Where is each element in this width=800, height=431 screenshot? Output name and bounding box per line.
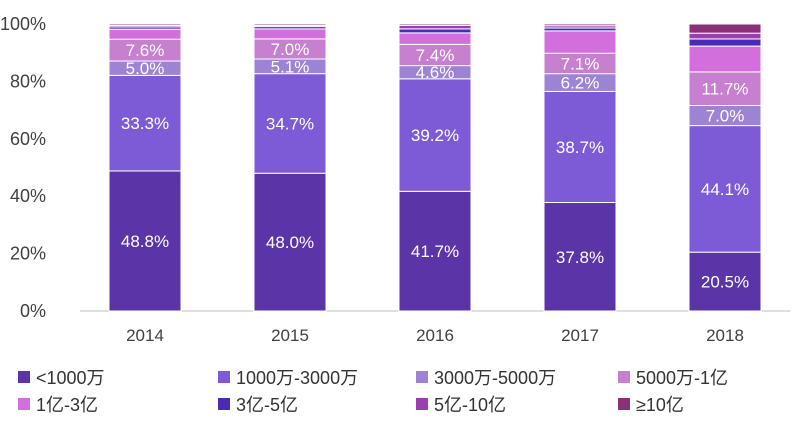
data-label: 37.8%	[556, 248, 604, 267]
data-label: 39.2%	[411, 126, 459, 145]
legend-label: 1000万-3000万	[236, 368, 359, 388]
legend-label: 5亿-10亿	[434, 395, 507, 415]
bar-segment	[253, 23, 327, 26]
bar-segment	[108, 23, 182, 26]
legend-item: ≥10亿	[618, 391, 684, 417]
data-label: 48.8%	[121, 232, 169, 251]
legend-item: 3亿-5亿	[218, 391, 298, 417]
legend-swatch	[18, 371, 30, 383]
legend-swatch	[416, 371, 428, 383]
y-tick-label: 40%	[10, 186, 46, 206]
x-tick-label: 2017	[561, 326, 599, 345]
legend-label: 3亿-5亿	[236, 395, 299, 415]
bar-segment	[543, 23, 617, 27]
bar-segment	[398, 78, 472, 192]
data-label: 48.0%	[266, 233, 314, 252]
data-label: 38.7%	[556, 138, 604, 157]
legend-item: <1000万	[18, 364, 105, 390]
y-tick-label: 20%	[10, 244, 46, 264]
legend-swatch	[18, 398, 30, 410]
data-label: 7.0%	[271, 40, 310, 59]
bar-segment	[688, 125, 762, 253]
data-label: 5.0%	[126, 59, 165, 78]
data-label: 33.3%	[121, 114, 169, 133]
bar-segment	[543, 90, 617, 204]
bar-segment	[253, 73, 327, 174]
data-label: 7.6%	[126, 41, 165, 60]
bar-segment	[543, 30, 617, 54]
legend-swatch	[416, 398, 428, 410]
x-tick-label: 2016	[416, 326, 454, 345]
bar-segment	[688, 32, 762, 40]
legend-item: 3000万-5000万	[416, 364, 556, 390]
bar-segment	[398, 190, 472, 312]
legend-label: 3000万-5000万	[434, 368, 557, 388]
bar-segment	[253, 28, 327, 40]
bar-segment	[398, 28, 472, 34]
y-tick-label: 0%	[20, 301, 46, 321]
bar-segment	[398, 24, 472, 30]
bar-segment	[543, 202, 617, 312]
x-tick-label: 2015	[271, 326, 309, 345]
bar-segment	[688, 71, 762, 107]
legend-label: <1000万	[36, 368, 105, 388]
x-tick-label: 2018	[706, 326, 744, 345]
bar-segment	[688, 45, 762, 73]
legend-item: 1000万-3000万	[218, 364, 358, 390]
stacked-bar-chart: 0% 20% 40% 60% 80% 100% 2014 2015 2016 2017 2018 48…	[0, 14, 790, 345]
legend-item: 1亿-3亿	[18, 391, 98, 417]
data-label: 11.7%	[702, 80, 749, 99]
data-label: 7.1%	[561, 54, 600, 73]
legend-label: 5000万-1亿	[636, 368, 729, 388]
bar-segment	[108, 28, 182, 40]
data-label: 44.1%	[701, 180, 749, 199]
data-label: 41.7%	[411, 242, 459, 261]
bar-segment	[398, 23, 472, 26]
legend-swatch	[618, 371, 630, 383]
bar-segment	[688, 251, 762, 312]
legend-label: ≥10亿	[636, 395, 684, 415]
data-label: 20.5%	[701, 273, 749, 292]
x-tick-label: 2014	[126, 326, 164, 345]
bar-segment	[688, 23, 762, 34]
data-label: 7.4%	[416, 46, 455, 65]
data-label: 6.2%	[561, 74, 600, 93]
bar-segment	[688, 38, 762, 47]
legend-swatch	[218, 398, 230, 410]
legend-swatch	[218, 371, 230, 383]
data-label: 7.0%	[706, 107, 745, 126]
bar-segment	[108, 170, 182, 312]
legend-item: 5000万-1亿	[618, 364, 728, 390]
data-label: 5.1%	[271, 57, 310, 76]
y-tick-label: 100%	[0, 14, 46, 34]
y-tick-label: 80%	[10, 71, 46, 91]
legend-label: 1亿-3亿	[36, 395, 99, 415]
bar-segment	[398, 32, 472, 45]
data-label: 34.7%	[266, 114, 314, 133]
bar-segment	[108, 74, 182, 172]
data-label: 4.6%	[416, 63, 455, 82]
legend-item: 5亿-10亿	[416, 391, 506, 417]
y-tick-label: 60%	[10, 129, 46, 149]
legend-swatch	[618, 398, 630, 410]
